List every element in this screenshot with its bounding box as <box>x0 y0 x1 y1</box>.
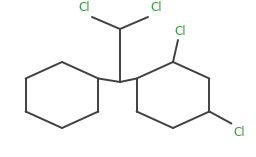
Text: Cl: Cl <box>78 1 90 14</box>
Text: Cl: Cl <box>150 1 162 14</box>
Text: Cl: Cl <box>174 25 186 38</box>
Text: Cl: Cl <box>233 125 245 138</box>
